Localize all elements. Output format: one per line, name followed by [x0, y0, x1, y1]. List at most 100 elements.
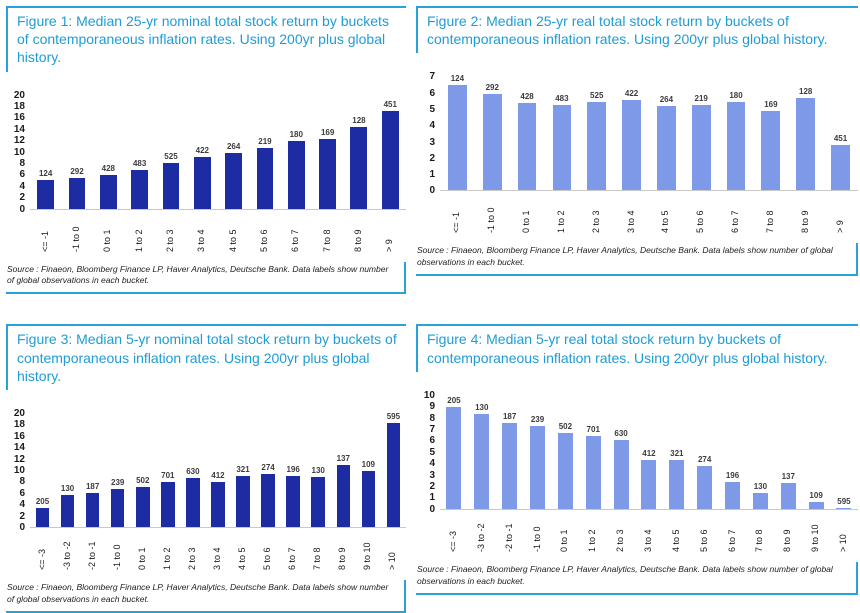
x-tick-label-text: 0 to 1 — [521, 210, 532, 234]
bar-column: 595 — [381, 412, 406, 527]
x-tick-label: <= -3 — [30, 528, 55, 570]
figure-4-bar-chart: 0 1 2 3 4 5 6 7 8 9 10 205 130 187 239 502 701 630 412 321 2… — [416, 390, 858, 552]
plot-area: 124 292 428 483 525 422 264 219 180 169 128 451 — [30, 96, 406, 210]
bar — [474, 413, 490, 509]
y-tick-label: 7 — [429, 71, 435, 83]
plot-area: 205 130 187 239 502 701 630 412 321 274 196 130 137 1… — [30, 412, 406, 528]
bar — [37, 180, 55, 209]
bar-value-label: 219 — [258, 136, 272, 146]
figure-2-panel: Figure 2: Median 25-yr real total stock … — [416, 6, 858, 294]
bar — [286, 476, 300, 527]
x-tick-label: 3 to 4 — [205, 528, 230, 570]
x-tick-label: -1 to 0 — [61, 210, 92, 252]
bar-column: 264 — [649, 77, 684, 191]
bar — [225, 153, 243, 209]
x-tick-label-text: 4 to 5 — [660, 210, 671, 234]
x-tick-label-text: 1 to 2 — [161, 547, 172, 570]
bar-value-label: 219 — [694, 93, 708, 103]
x-tick-label-text: -1 to 0 — [531, 526, 542, 552]
bar-value-label: 187 — [502, 411, 517, 421]
x-tick-label-text: <= -3 — [36, 548, 47, 570]
bar-column: 292 — [61, 96, 92, 209]
y-tick-label: 18 — [13, 100, 25, 112]
bar — [796, 98, 816, 191]
bar — [311, 476, 325, 527]
x-tick-label-text: 5 to 6 — [259, 229, 270, 252]
bar — [697, 465, 713, 509]
x-tick-label-text: -3 to -2 — [475, 523, 486, 552]
x-tick-label-text: 3 to 4 — [625, 210, 636, 234]
x-tick-label: 8 to 9 — [331, 528, 356, 570]
y-tick-label: 12 — [13, 453, 25, 465]
x-tick-label-text: 9 to 10 — [362, 542, 373, 570]
x-tick-label: 1 to 2 — [155, 528, 180, 570]
bar-column: 180 — [281, 96, 312, 209]
bar-value-label: 502 — [136, 476, 150, 486]
x-tick-label: 7 to 8 — [306, 528, 331, 570]
x-tick-label: -1 to 0 — [475, 191, 510, 234]
bar — [587, 101, 607, 191]
bar — [381, 111, 399, 209]
x-tick-label: 7 to 8 — [753, 191, 788, 234]
bar-value-label: 130 — [475, 402, 489, 412]
bar-value-label: 196 — [286, 465, 300, 475]
bar-column: 124 — [30, 96, 61, 209]
bar-column: 128 — [343, 96, 374, 209]
bar-column: 130 — [468, 396, 496, 509]
bar-value-label: 128 — [352, 116, 366, 126]
bar-column: 630 — [180, 414, 205, 527]
x-tick-label: 0 to 1 — [510, 191, 545, 234]
bar-column: 169 — [753, 77, 788, 191]
x-tick-label-text: 7 to 8 — [764, 210, 775, 234]
x-tick-label-text: -2 to -1 — [86, 541, 97, 570]
bar — [60, 495, 75, 527]
bar — [136, 487, 150, 527]
x-tick-label: -2 to -1 — [496, 510, 524, 552]
bar-value-label: 701 — [161, 470, 175, 480]
y-tick-label: 5 — [429, 446, 435, 458]
x-tick-label-text: > 10 — [838, 533, 849, 552]
x-tick-label: 3 to 4 — [187, 210, 218, 252]
bar-column: 525 — [155, 96, 186, 209]
bar-value-label: 292 — [70, 167, 84, 177]
bar-value-label: 180 — [289, 130, 303, 140]
x-tick-label-text: 3 to 4 — [212, 547, 223, 570]
bar-column: 137 — [774, 396, 802, 509]
x-tick-label: > 9 — [823, 191, 858, 234]
bar — [761, 111, 781, 191]
bar — [131, 170, 149, 209]
bar — [161, 481, 175, 527]
figure-1-title: Figure 1: Median 25-yr nominal total sto… — [6, 6, 406, 72]
y-tick-label: 0 — [429, 185, 435, 197]
bar-value-label: 264 — [659, 95, 674, 105]
bar-column: 239 — [105, 414, 130, 527]
figure-1-bar-chart: 0 2 4 6 8 10 12 14 16 18 20 124 292 428 483 525 422 264 21… — [6, 90, 406, 252]
x-tick-label-text: 0 to 1 — [559, 529, 570, 552]
bar-column: 169 — [312, 96, 343, 209]
bar-column: 483 — [124, 96, 155, 209]
y-tick-label: 0 — [19, 203, 25, 215]
x-tick-label-text: -1 to 0 — [71, 226, 82, 252]
bar-value-label: 205 — [447, 396, 461, 406]
y-tick-label: 4 — [19, 180, 25, 192]
x-tick-label-text: 7 to 8 — [754, 529, 765, 552]
x-tick-label-text: 2 to 3 — [186, 547, 197, 570]
bar-value-label: 451 — [833, 134, 848, 144]
x-axis-labels: <= -1 -1 to 0 0 to 1 1 to 2 2 to 3 3 to 4 4 to… — [30, 210, 406, 252]
x-tick-label-text: <= -3 — [447, 530, 458, 552]
y-tick-label: 2 — [19, 510, 25, 522]
bar-value-label: 701 — [586, 425, 600, 435]
y-tick-label: 3 — [429, 136, 435, 148]
x-tick-label-text: > 9 — [834, 220, 845, 234]
bar — [35, 507, 50, 527]
bar — [831, 145, 850, 191]
x-tick-label-text: 8 to 9 — [337, 547, 348, 570]
bar-column: 451 — [375, 96, 406, 209]
bar-column: 525 — [579, 77, 614, 191]
bar — [186, 478, 200, 527]
bar-value-label: 321 — [236, 465, 250, 475]
x-tick-label-text: <= -1 — [451, 212, 462, 234]
bar-value-label: 502 — [558, 422, 573, 432]
x-tick-label: 1 to 2 — [579, 510, 607, 552]
